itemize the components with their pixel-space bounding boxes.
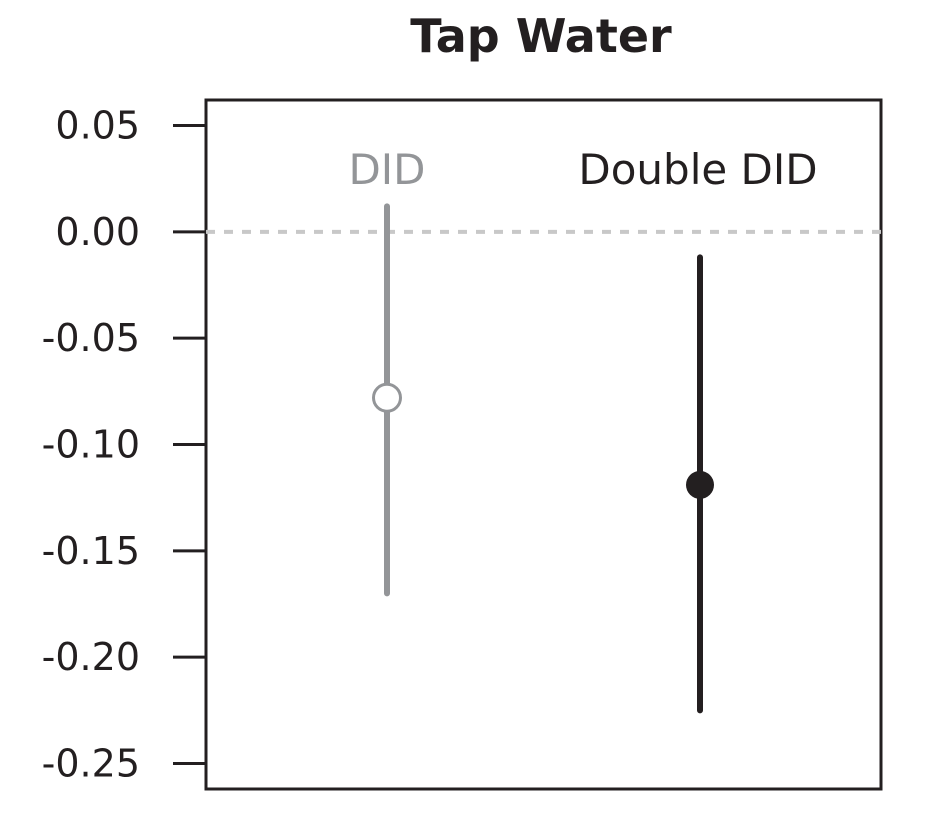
series-group: DID Double DID [348,145,818,714]
point-estimate [686,470,714,499]
y-tick-label: -0.05 [42,316,140,360]
series-label: DID [348,145,425,194]
point-estimate [372,382,402,413]
y-axis: 0.05 0.00 -0.05 -0.10 -0.15 -0.20 -0.25 [42,104,206,785]
series-double-did: Double DID [578,145,818,714]
y-tick-label: 0.00 [55,210,140,254]
chart-title: Tap Water [410,9,672,63]
y-tick-label: -0.25 [42,741,140,785]
plot-frame [204,98,883,791]
y-tick-label: -0.20 [42,635,140,679]
y-tick-label: -0.10 [42,423,140,467]
y-tick-label: 0.05 [55,104,140,148]
series-label: Double DID [578,145,817,194]
y-tick-label: -0.15 [42,529,140,573]
series-did: DID [348,145,426,597]
